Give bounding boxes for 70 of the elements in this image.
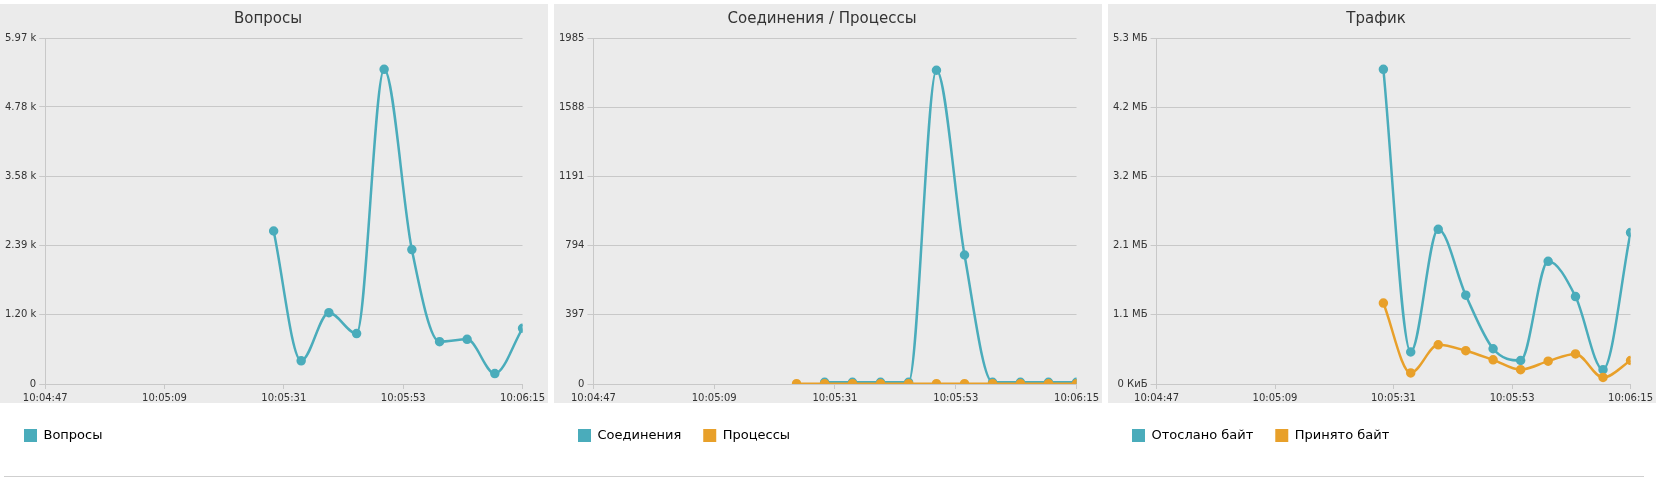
point	[296, 356, 306, 366]
y-tick-label: 0	[29, 377, 37, 389]
point	[462, 334, 472, 345]
point	[1570, 349, 1581, 359]
point	[1378, 64, 1389, 75]
point	[1461, 290, 1471, 300]
y-tick-label: 5.3 МБ	[1112, 31, 1148, 43]
point	[1598, 372, 1608, 383]
point	[1598, 364, 1608, 375]
point	[1405, 347, 1416, 357]
x-tick-label: 10:05:31	[1371, 391, 1416, 403]
point	[1433, 224, 1443, 235]
point	[1570, 291, 1581, 302]
point	[1515, 355, 1526, 366]
x-tick-label: 10:05:53	[1489, 391, 1535, 403]
y-tick-label: 2.39 k	[4, 239, 37, 251]
x-tick-label: 10:06:15	[1054, 391, 1099, 403]
y-tick-label: 1.20 k	[4, 308, 37, 320]
chart-title: Вопросы	[233, 8, 303, 27]
y-tick-label: 3.2 МБ	[1112, 169, 1148, 181]
x-tick-label: 10:05:31	[812, 391, 858, 403]
point	[1405, 368, 1416, 378]
y-tick-label: 0	[578, 377, 585, 389]
point	[268, 226, 279, 236]
point	[407, 244, 417, 255]
y-tick-label: 1985	[559, 31, 585, 43]
x-tick-label: 10:05:53	[933, 391, 979, 403]
point	[1488, 355, 1498, 365]
point	[1433, 340, 1443, 350]
x-tick-label: 10:05:31	[261, 391, 307, 403]
point	[931, 65, 942, 75]
y-tick-label: 4.78 k	[4, 100, 37, 112]
y-tick-label: 1.1 МБ	[1112, 308, 1148, 320]
point	[1461, 345, 1471, 356]
point	[351, 328, 362, 339]
point	[324, 307, 334, 318]
x-tick-label: 10:05:09	[1252, 391, 1298, 403]
point	[490, 368, 500, 379]
y-tick-label: 4.2 МБ	[1112, 100, 1148, 112]
x-tick-label: 10:04:47	[570, 391, 616, 403]
y-tick-label: 0 КиБ	[1117, 377, 1148, 389]
legend-label: Вопросы	[43, 426, 103, 442]
y-tick-label: 5.97 k	[4, 31, 37, 43]
legend-label: Отослано байт	[1151, 426, 1254, 442]
point	[1378, 298, 1389, 308]
x-tick-label: 10:06:15	[500, 391, 545, 403]
point	[1488, 344, 1498, 354]
x-tick-label: 10:06:15	[1608, 391, 1653, 403]
point	[434, 336, 445, 347]
x-tick-label: 10:05:53	[380, 391, 426, 403]
chart-title: Трафик	[1345, 8, 1406, 27]
legend-label: Соединения	[597, 426, 682, 442]
x-tick-label: 10:04:47	[22, 391, 68, 403]
point	[959, 250, 970, 260]
y-tick-label: 1191	[559, 169, 585, 181]
x-tick-label: 10:05:09	[691, 391, 737, 403]
legend-label: Процессы	[722, 426, 791, 442]
x-tick-label: 10:04:47	[1134, 391, 1180, 403]
y-tick-label: 794	[565, 239, 585, 251]
point	[1515, 364, 1526, 375]
y-tick-label: 397	[565, 308, 585, 320]
legend-label: Принято байт	[1294, 426, 1390, 442]
y-tick-label: 3.58 k	[4, 170, 37, 182]
point	[1543, 256, 1553, 267]
point	[379, 64, 389, 75]
chart-title: Соединения / Процессы	[727, 8, 917, 27]
point	[1543, 356, 1553, 366]
y-tick-label: 2.1 МБ	[1112, 239, 1148, 251]
y-tick-label: 1588	[559, 100, 585, 112]
x-tick-label: 10:05:09	[142, 391, 187, 403]
